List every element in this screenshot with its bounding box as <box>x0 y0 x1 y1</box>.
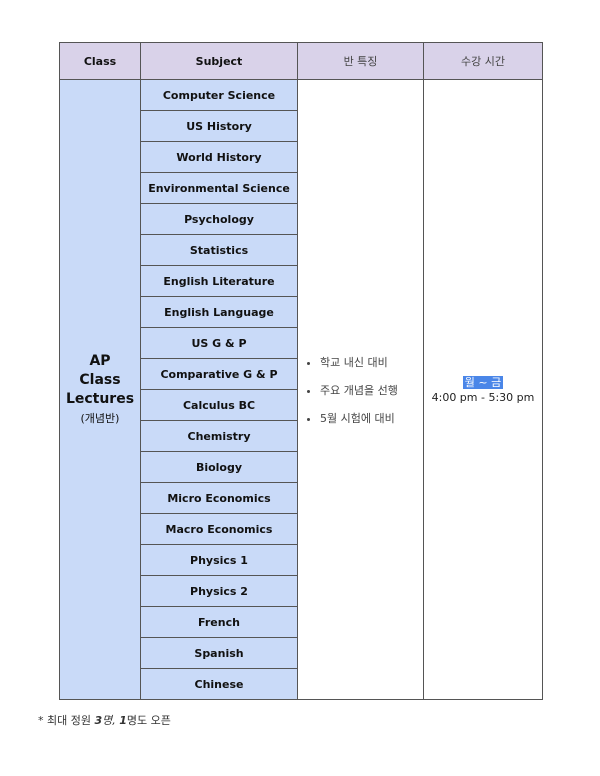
footnote-suffix: 명도 오픈 <box>126 714 171 727</box>
class-line: Lectures <box>65 390 135 407</box>
class-schedule-table: Class Subject 반 특징 수강 시간 AP Class Lectures… <box>59 42 543 700</box>
subject-cell: French <box>140 606 298 638</box>
class-line: Class <box>79 371 121 388</box>
feature-item: 주요 개념을 선행 <box>320 382 423 398</box>
subject-cell: US G & P <box>140 327 298 359</box>
header-class: Class <box>59 42 141 80</box>
feature-item: 5월 시험에 대비 <box>320 410 423 426</box>
header-features: 반 특징 <box>297 42 424 80</box>
header-subject: Subject <box>140 42 298 80</box>
class-line: AP <box>89 352 111 369</box>
subject-cell: Physics 2 <box>140 575 298 607</box>
hours: 4:00 pm - 5:30 pm <box>431 390 535 404</box>
subject-cell: English Literature <box>140 265 298 297</box>
footnote-n1: 3 <box>94 714 103 727</box>
footnote-mid: 명, <box>102 714 120 727</box>
subject-cell: Physics 1 <box>140 544 298 576</box>
feature-item: 학교 내신 대비 <box>320 354 423 370</box>
class-sub: (개념반) <box>80 411 120 425</box>
subject-cell: Chinese <box>140 668 298 700</box>
days-highlight: 월 ~ 금 <box>462 375 504 389</box>
subject-cell: Biology <box>140 451 298 483</box>
subject-cell: World History <box>140 141 298 173</box>
footnote-n2: 1 <box>119 714 127 727</box>
time-cell: 월 ~ 금 4:00 pm - 5:30 pm <box>423 79 543 700</box>
subject-cell: Macro Economics <box>140 513 298 545</box>
subject-cell: Chemistry <box>140 420 298 452</box>
header-time: 수강 시간 <box>423 42 543 80</box>
subject-cell: Psychology <box>140 203 298 235</box>
subject-cell: English Language <box>140 296 298 328</box>
subject-cell: US History <box>140 110 298 142</box>
subject-cell: Computer Science <box>140 79 298 111</box>
subject-cell: Micro Economics <box>140 482 298 514</box>
subject-cell: Comparative G & P <box>140 358 298 390</box>
subject-cell: Spanish <box>140 637 298 669</box>
subject-cell: Environmental Science <box>140 172 298 204</box>
class-cell: AP Class Lectures (개념반) <box>59 79 141 700</box>
footnote: * 최대 정원 3명, 1명도 오픈 <box>38 712 171 728</box>
subject-cell: Calculus BC <box>140 389 298 421</box>
subject-cell: Statistics <box>140 234 298 266</box>
features-cell: 학교 내신 대비주요 개념을 선행 5월 시험에 대비 <box>297 79 424 700</box>
footnote-prefix: * 최대 정원 <box>38 714 95 727</box>
